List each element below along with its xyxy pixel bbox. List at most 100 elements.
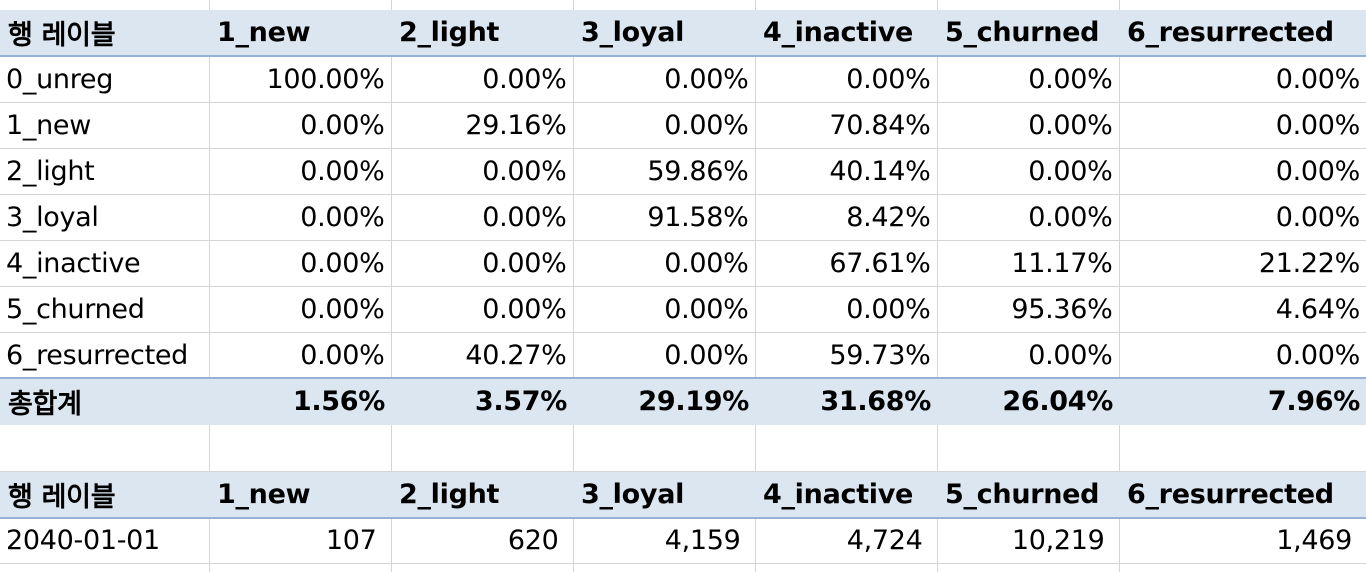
pivot1-value-cell[interactable]: 0.00% — [391, 56, 574, 103]
pivot1-value-cell[interactable]: 0.00% — [937, 194, 1120, 241]
cell[interactable] — [0, 424, 210, 473]
cell[interactable] — [0, 563, 210, 572]
pivot1-value-cell[interactable]: 59.73% — [755, 332, 938, 379]
pivot1-value-cell[interactable]: 70.84% — [755, 102, 938, 149]
pivot2-value-cell[interactable]: 1,469 — [1119, 517, 1366, 565]
pivot1-value-cell[interactable]: 0.00% — [1119, 332, 1366, 379]
pivot2-row-header-label[interactable]: 행 레이블 — [0, 471, 209, 519]
pivot2-value-cell[interactable]: 4,159 — [573, 517, 756, 565]
pivot1-value-cell[interactable]: 0.00% — [1119, 194, 1366, 241]
cell[interactable] — [1119, 424, 1366, 473]
cell[interactable] — [391, 563, 574, 572]
cell[interactable] — [937, 563, 1120, 572]
pivot1-total-cell[interactable]: 7.96% — [1119, 377, 1366, 425]
pivot1-value-cell[interactable]: 67.61% — [755, 240, 938, 287]
pivot1-value-cell[interactable]: 0.00% — [391, 148, 574, 195]
pivot1-value-cell[interactable]: 0.00% — [755, 286, 938, 333]
pivot1-row-label[interactable]: 4_inactive — [0, 240, 210, 287]
pivot1-value-cell[interactable]: 11.17% — [937, 240, 1120, 287]
pivot2-col-header[interactable]: 3_loyal — [573, 471, 755, 519]
pivot1-total-cell[interactable]: 29.19% — [573, 377, 755, 425]
pivot1-grand-total-row: 총합계 1.56% 3.57% 29.19% 31.68% 26.04% 7.9… — [0, 377, 1366, 425]
pivot1-value-cell[interactable]: 59.86% — [573, 148, 756, 195]
pivot1-col-header[interactable]: 5_churned — [937, 10, 1119, 58]
pivot2-col-header[interactable]: 1_new — [209, 471, 391, 519]
pivot2-value-cell[interactable]: 620 — [391, 517, 574, 565]
pivot1-value-cell[interactable]: 0.00% — [209, 332, 392, 379]
pivot1-row-header-label[interactable]: 행 레이블 — [0, 10, 209, 58]
pivot1-value-cell[interactable]: 0.00% — [209, 286, 392, 333]
pivot1-value-cell[interactable]: 0.00% — [937, 102, 1120, 149]
pivot1-value-cell[interactable]: 40.27% — [391, 332, 574, 379]
pivot1-value-cell[interactable]: 8.42% — [755, 194, 938, 241]
pivot2-value-cell[interactable]: 107 — [209, 517, 392, 565]
pivot1-value-cell[interactable]: 0.00% — [391, 240, 574, 287]
cell[interactable] — [0, 0, 210, 11]
cell[interactable] — [755, 0, 938, 11]
pivot1-row-label[interactable]: 3_loyal — [0, 194, 210, 241]
cell[interactable] — [209, 0, 392, 11]
pivot1-total-label[interactable]: 총합계 — [0, 377, 209, 425]
cell[interactable] — [1119, 0, 1366, 10]
pivot2-value-cell[interactable]: 10,219 — [937, 517, 1120, 565]
pivot1-value-cell[interactable]: 0.00% — [1119, 148, 1366, 195]
pivot1-row-label[interactable]: 6_resurrected — [0, 332, 210, 379]
pivot1-total-cell[interactable]: 31.68% — [755, 377, 937, 425]
pivot1-row-label[interactable]: 5_churned — [0, 286, 210, 333]
pivot1-total-cell[interactable]: 26.04% — [937, 377, 1119, 425]
pivot1-col-header[interactable]: 2_light — [391, 10, 573, 58]
pivot1-row-label[interactable]: 0_unreg — [0, 56, 210, 103]
pivot2-col-header[interactable]: 6_resurrected — [1119, 471, 1366, 519]
pivot1-col-header[interactable]: 1_new — [209, 10, 391, 58]
pivot1-value-cell[interactable]: 40.14% — [755, 148, 938, 195]
pivot1-value-cell[interactable]: 100.00% — [209, 56, 392, 103]
cell[interactable] — [755, 424, 938, 473]
pivot1-value-cell[interactable]: 0.00% — [1119, 102, 1366, 149]
pivot1-value-cell[interactable]: 91.58% — [573, 194, 756, 241]
cell[interactable] — [573, 424, 756, 473]
pivot1-value-cell[interactable]: 0.00% — [937, 332, 1120, 379]
pivot1-value-cell[interactable]: 0.00% — [573, 240, 756, 287]
pivot1-value-cell[interactable]: 29.16% — [391, 102, 574, 149]
pivot1-value-cell[interactable]: 95.36% — [937, 286, 1120, 333]
cell[interactable] — [209, 424, 392, 473]
pivot1-col-header[interactable]: 6_resurrected — [1119, 10, 1366, 58]
cell[interactable] — [391, 0, 574, 11]
pivot1-value-cell[interactable]: 4.64% — [1119, 286, 1366, 333]
pivot1-value-cell[interactable]: 0.00% — [573, 56, 756, 103]
cell[interactable] — [1119, 564, 1366, 572]
pivot1-value-cell[interactable]: 0.00% — [937, 56, 1120, 103]
pivot1-value-cell[interactable]: 0.00% — [1119, 56, 1366, 103]
pivot1-total-cell[interactable]: 1.56% — [209, 377, 391, 425]
pivot2-col-header[interactable]: 2_light — [391, 471, 573, 519]
pivot2-col-header[interactable]: 4_inactive — [755, 471, 937, 519]
pivot1-value-cell[interactable]: 21.22% — [1119, 240, 1366, 287]
pivot1-value-cell[interactable]: 0.00% — [573, 286, 756, 333]
pivot1-header-row: 행 레이블 1_new 2_light 3_loyal 4_inactive 5… — [0, 10, 1366, 58]
cell[interactable] — [391, 424, 574, 473]
pivot1-value-cell[interactable]: 0.00% — [391, 194, 574, 241]
pivot1-col-header[interactable]: 3_loyal — [573, 10, 755, 58]
cell[interactable] — [573, 563, 756, 572]
pivot1-value-cell[interactable]: 0.00% — [391, 286, 574, 333]
cell[interactable] — [937, 424, 1120, 473]
pivot1-value-cell[interactable]: 0.00% — [209, 194, 392, 241]
pivot2-value-cell[interactable]: 4,724 — [755, 517, 938, 565]
cell[interactable] — [209, 563, 392, 572]
pivot1-row-label[interactable]: 2_light — [0, 148, 210, 195]
pivot1-total-cell[interactable]: 3.57% — [391, 377, 573, 425]
pivot2-row-label[interactable]: 2040-01-01 — [0, 517, 210, 565]
pivot1-value-cell[interactable]: 0.00% — [937, 148, 1120, 195]
pivot1-row-label[interactable]: 1_new — [0, 102, 210, 149]
cell[interactable] — [755, 563, 938, 572]
pivot1-value-cell[interactable]: 0.00% — [755, 56, 938, 103]
cell[interactable] — [937, 0, 1120, 11]
pivot2-col-header[interactable]: 5_churned — [937, 471, 1119, 519]
pivot1-value-cell[interactable]: 0.00% — [573, 102, 756, 149]
pivot1-col-header[interactable]: 4_inactive — [755, 10, 937, 58]
cell[interactable] — [573, 0, 756, 11]
pivot1-value-cell[interactable]: 0.00% — [209, 148, 392, 195]
pivot1-value-cell[interactable]: 0.00% — [209, 240, 392, 287]
pivot1-value-cell[interactable]: 0.00% — [209, 102, 392, 149]
pivot1-value-cell[interactable]: 0.00% — [573, 332, 756, 379]
